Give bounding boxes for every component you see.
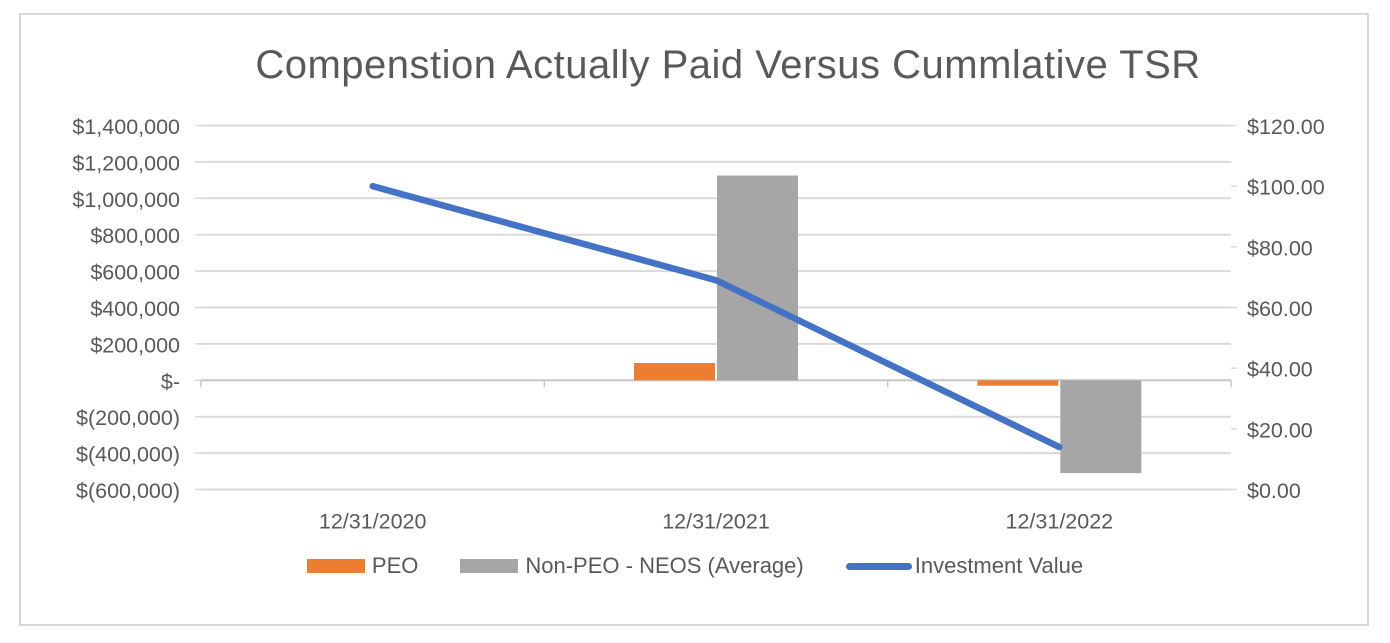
y-axis-label-left: $(200,000) (76, 406, 180, 430)
legend-item-peo: PEO (306, 553, 419, 579)
y-axis-label-left: $- (161, 370, 180, 394)
legend-label-non-peo: Non-PEO - NEOS (Average) (525, 553, 804, 578)
y-axis-label-left: $(400,000) (76, 443, 180, 467)
y-axis-label-left: $1,000,000 (72, 188, 180, 212)
bar-non-peo-12/31/2021 (717, 175, 798, 381)
y-axis-label-left: $400,000 (90, 297, 180, 321)
chart-container: Compenstion Actually Paid Versus Cummlat… (19, 13, 1369, 626)
x-axis-label: 12/31/2022 (1006, 510, 1114, 534)
y-axis-label-left: $200,000 (90, 333, 180, 357)
legend-swatch-peo-icon (306, 559, 365, 573)
legend-swatch-line-icon (845, 562, 912, 570)
y-axis-label-left: $1,400,000 (72, 115, 180, 139)
chart-title: Compenstion Actually Paid Versus Cummlat… (255, 43, 1201, 87)
line-investment-value (369, 182, 1063, 451)
legend-item-investment-value: Investment Value (845, 553, 1084, 579)
y-axis-label-right: $80.00 (1247, 236, 1313, 260)
legend-label-investment-value: Investment Value (914, 553, 1084, 578)
y-axis-label-right: $40.00 (1247, 358, 1313, 382)
legend-swatch-non-peo-icon (460, 559, 519, 573)
y-axis-label-right: $20.00 (1247, 418, 1313, 442)
y-axis-label-left: $600,000 (90, 261, 180, 285)
y-axis-label-left: $800,000 (90, 224, 180, 248)
y-axis-label-right: $60.00 (1247, 297, 1313, 321)
y-axis-label-right: $100.00 (1247, 176, 1325, 200)
legend-label-peo: PEO (371, 553, 419, 578)
bar-non-peo-12/31/2022 (1060, 380, 1142, 474)
y-axis-label-left: $(600,000) (76, 479, 180, 503)
bar-peo-12/31/2022 (977, 380, 1059, 386)
x-axis-label: 12/31/2020 (319, 510, 427, 534)
legend-item-non-peo: Non-PEO - NEOS (Average) (460, 553, 804, 579)
y-axis-label-right: $0.00 (1247, 479, 1301, 503)
bar-peo-12/31/2021 (634, 363, 715, 381)
legend: PEO Non-PEO - NEOS (Average) Investment … (0, 553, 1390, 579)
y-axis-label-right: $120.00 (1247, 115, 1325, 139)
y-axis-label-left: $1,200,000 (72, 151, 180, 175)
x-axis-label: 12/31/2021 (662, 510, 770, 534)
